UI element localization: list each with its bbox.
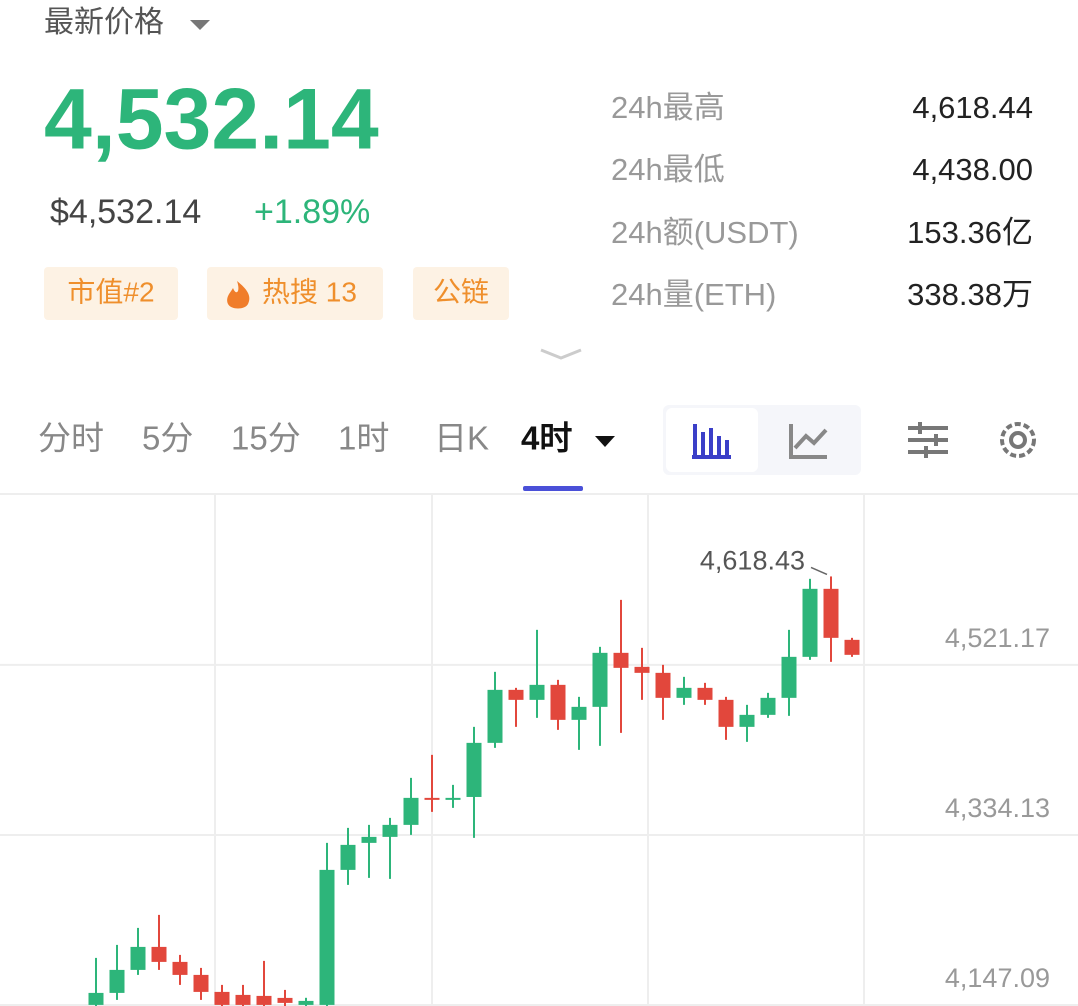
candle-body (508, 689, 524, 700)
tag[interactable]: 热搜 13 (262, 276, 357, 307)
price-label[interactable]: 最新价格 (44, 6, 164, 39)
candle-body (718, 699, 734, 727)
candle-body (445, 797, 461, 800)
candle-body (403, 797, 419, 825)
candle-body (382, 824, 398, 837)
candle-body (823, 588, 839, 638)
indicator-icon[interactable] (908, 422, 948, 458)
candle-body (844, 639, 860, 655)
candle-body (487, 689, 503, 743)
candle-body (697, 687, 713, 700)
stat-value: 4,438.00 (912, 152, 1033, 187)
line-icon[interactable] (789, 424, 828, 459)
stat-label: 24h最低 (611, 152, 725, 187)
candle-body (319, 869, 335, 1005)
tab[interactable]: 5分 (142, 420, 193, 457)
candle-body (634, 666, 650, 673)
max-annotation: 4,618.43 (700, 546, 805, 576)
stat-value: 4,618.44 (912, 90, 1033, 125)
candle-body (277, 997, 293, 1003)
tag-bg[interactable] (413, 267, 509, 320)
y-tick-label: 4,147.09 (945, 963, 1050, 993)
usd-price: $4,532.14 (50, 193, 201, 231)
candle-body (466, 742, 482, 797)
tab[interactable]: 15分 (231, 420, 301, 457)
stat-value: 338.38万 (907, 277, 1033, 312)
tab-active[interactable]: 4时 (521, 420, 572, 457)
candle-body (571, 706, 587, 720)
tab[interactable]: 日K (434, 420, 489, 457)
settings-icon[interactable] (1000, 422, 1036, 458)
candle-body (781, 656, 797, 698)
candle-body (613, 652, 629, 668)
stat-label: 24h额(USDT) (611, 215, 799, 250)
candle-body (130, 946, 146, 970)
candle-body (214, 991, 230, 1005)
tab-underline (523, 486, 583, 491)
candle-body (193, 974, 209, 992)
dropdown-arrow[interactable] (190, 20, 210, 30)
fire-icon (227, 281, 250, 309)
candle-body (592, 652, 608, 707)
candle-body (760, 697, 776, 715)
candle-body (88, 992, 104, 1005)
candle-body (550, 684, 566, 720)
bar-icon[interactable] (692, 424, 731, 459)
candle-body (151, 946, 167, 962)
candle-body (361, 836, 377, 843)
tab[interactable]: 1时 (338, 420, 389, 457)
tag[interactable]: 公链 (433, 276, 489, 307)
tab[interactable]: 分时 (38, 420, 104, 457)
tab-arrow[interactable] (595, 436, 615, 447)
y-tick-label: 4,521.17 (945, 623, 1050, 653)
candle-body (424, 797, 440, 800)
stat-label: 24h量(ETH) (611, 277, 776, 312)
tag-bg[interactable] (207, 267, 383, 320)
tag[interactable]: 市值#2 (67, 276, 154, 307)
candle-body (739, 714, 755, 727)
y-tick-label: 4,334.13 (945, 793, 1050, 823)
candle-body (802, 588, 818, 657)
candle-body (298, 1000, 314, 1005)
candle-body (655, 672, 671, 698)
candle-body (256, 995, 272, 1005)
candle-body (109, 969, 125, 993)
stat-value: 153.36亿 (907, 215, 1033, 250)
expand-chevron[interactable] (540, 348, 582, 360)
price: 4,532.14 (44, 72, 379, 168)
candle-body (529, 684, 545, 700)
candle-body (340, 844, 356, 870)
candle-body (235, 994, 251, 1005)
price-change: +1.89% (254, 193, 370, 231)
candle-body (172, 961, 188, 975)
candle-body (676, 687, 692, 698)
annotation-leader (810, 566, 828, 576)
stat-label: 24h最高 (611, 90, 725, 125)
tag-bg[interactable] (44, 267, 178, 320)
candlestick-chart: 4,147.09 4,334.13 4,521.17 4,618.43 (0, 495, 1078, 1006)
